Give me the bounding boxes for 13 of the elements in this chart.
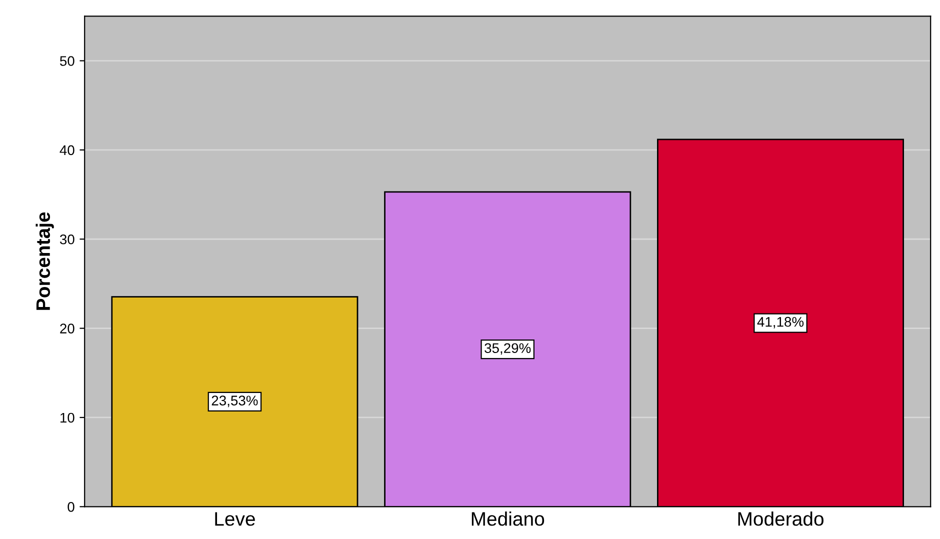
data-label: 41,18% xyxy=(757,316,804,328)
y-tick-label: 10 xyxy=(60,412,74,423)
x-tick-label: Leve xyxy=(215,512,255,526)
x-tick-label: Moderado xyxy=(738,512,824,526)
y-tick-label: 40 xyxy=(60,145,74,156)
y-tick-label: 50 xyxy=(60,56,74,66)
x-tick-label: Mediano xyxy=(472,512,544,526)
y-tick-label: 30 xyxy=(60,234,74,244)
y-axis-title: Porcentaje xyxy=(36,212,54,310)
data-label: 23,53% xyxy=(212,396,258,408)
y-tick-label: 20 xyxy=(60,324,74,334)
y-tick-label: 0 xyxy=(68,502,74,512)
data-label: 35,29% xyxy=(484,343,531,355)
